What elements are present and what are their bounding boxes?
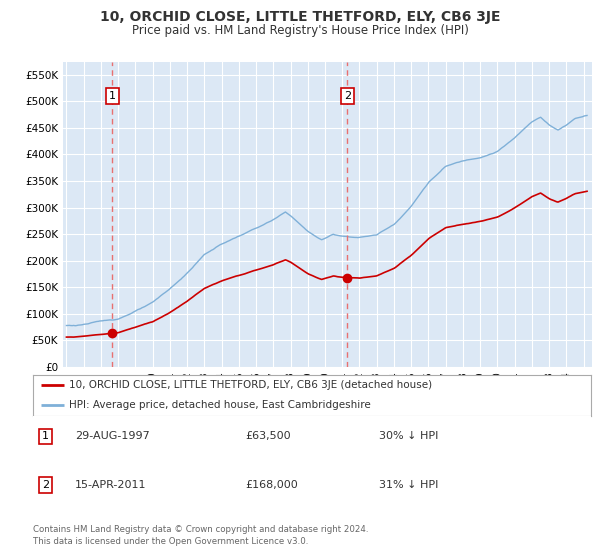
Text: 29-AUG-1997: 29-AUG-1997 [75,431,149,441]
Text: 1: 1 [109,91,116,101]
Text: 30% ↓ HPI: 30% ↓ HPI [379,431,439,441]
Text: Price paid vs. HM Land Registry's House Price Index (HPI): Price paid vs. HM Land Registry's House … [131,24,469,36]
Text: 2: 2 [42,480,49,490]
Text: £63,500: £63,500 [245,431,290,441]
Text: HPI: Average price, detached house, East Cambridgeshire: HPI: Average price, detached house, East… [69,400,371,410]
Text: 2: 2 [344,91,351,101]
Text: 10, ORCHID CLOSE, LITTLE THETFORD, ELY, CB6 3JE (detached house): 10, ORCHID CLOSE, LITTLE THETFORD, ELY, … [69,380,433,390]
Text: £168,000: £168,000 [245,480,298,490]
Text: Contains HM Land Registry data © Crown copyright and database right 2024.
This d: Contains HM Land Registry data © Crown c… [33,525,368,546]
Text: 10, ORCHID CLOSE, LITTLE THETFORD, ELY, CB6 3JE: 10, ORCHID CLOSE, LITTLE THETFORD, ELY, … [100,10,500,24]
Text: 1: 1 [42,431,49,441]
Text: 15-APR-2011: 15-APR-2011 [75,480,146,490]
Text: 31% ↓ HPI: 31% ↓ HPI [379,480,439,490]
